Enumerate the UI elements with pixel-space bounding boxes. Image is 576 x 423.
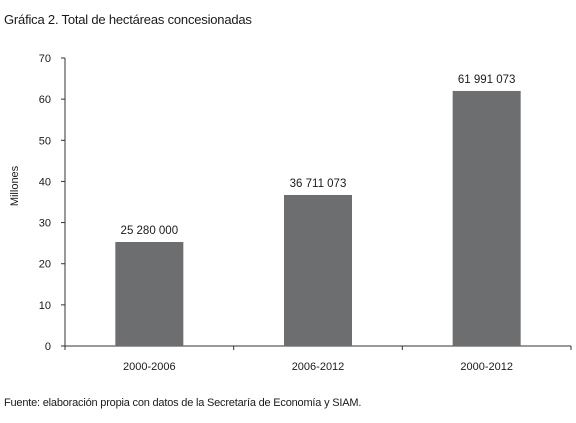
data-label: 25 280 000 [121,225,179,237]
y-tick-label: 40 [39,176,51,188]
y-tick-label: 70 [39,53,51,65]
source-note: Fuente: elaboración propia con datos de … [4,397,362,409]
bar [284,194,352,346]
x-tick-label: 2000-2012 [460,361,513,373]
y-tick-label: 10 [39,300,51,312]
bars: 25 280 000 36 711 073 61 991 073 [115,74,521,346]
y-tick-label: 0 [45,341,51,353]
y-ticks: 0 10 20 30 40 50 60 70 [39,53,65,353]
data-label: 61 991 073 [458,74,516,86]
y-axis-label: Millones [9,165,21,206]
x-ticks: 2000-2006 2006-2012 2000-2012 [64,346,572,373]
data-label: 36 711 073 [290,178,347,190]
chart-title: Gráfica 2. Total de hectáreas concesiona… [4,12,252,27]
y-tick-label: 60 [39,94,51,106]
bar [115,241,184,346]
x-tick-label: 2000-2006 [123,361,176,373]
y-tick-label: 20 [39,259,51,271]
x-tick-label: 2006-2012 [292,361,345,373]
y-tick-label: 30 [39,218,51,230]
y-tick-label: 50 [39,135,51,147]
bar [452,90,521,346]
